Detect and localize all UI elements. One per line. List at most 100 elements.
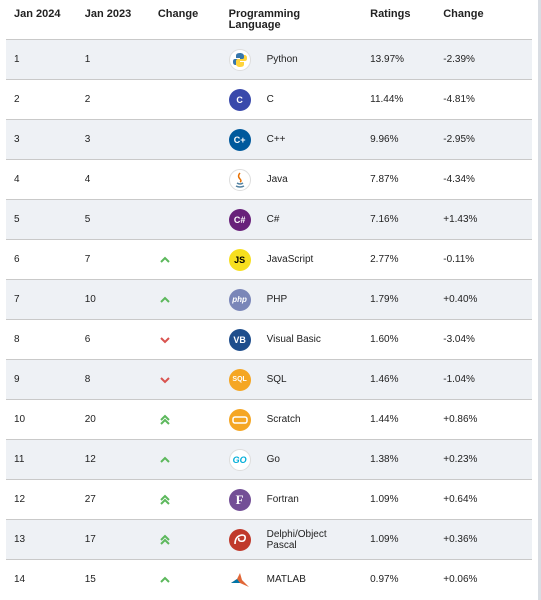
rating-change-value: -0.11% bbox=[443, 254, 475, 265]
language-cell: Python bbox=[221, 40, 363, 80]
col-header-change[interactable]: Change bbox=[149, 4, 221, 40]
javascript-logo-icon: JS bbox=[228, 248, 251, 271]
table-row: 8 6 VB Visual Basic 1.60% -3.04% bbox=[6, 319, 532, 360]
rank-jan-2024: 10 bbox=[14, 414, 26, 425]
change-indicator bbox=[150, 280, 221, 320]
language-name[interactable]: C++ bbox=[266, 134, 286, 145]
chevron-up-icon bbox=[158, 256, 213, 264]
rating-change-value: +1.43% bbox=[443, 214, 478, 225]
table-row: 6 7 JS JavaScript 2.77% -0.11% bbox=[6, 239, 532, 280]
rank-jan-2023: 15 bbox=[84, 574, 96, 586]
col-header-jan-2023[interactable]: Jan 2023 bbox=[76, 4, 150, 40]
rank-jan-2024: 8 bbox=[14, 334, 20, 345]
java-logo-icon bbox=[228, 168, 251, 191]
language-cell: C+ C++ bbox=[221, 120, 363, 160]
language-name[interactable]: MATLAB bbox=[266, 574, 306, 586]
php-logo-icon: php bbox=[228, 288, 251, 311]
rank-jan-2023: 8 bbox=[84, 374, 91, 385]
rank-jan-2024: 14 bbox=[14, 574, 26, 586]
change-indicator bbox=[150, 120, 221, 160]
scrollbar-track[interactable] bbox=[538, 0, 541, 600]
double-chevron-up-icon bbox=[158, 534, 213, 546]
table-row: 3 3 C+ C++ 9.96% -2.95% bbox=[6, 119, 532, 160]
rank-jan-2023: 10 bbox=[84, 294, 96, 305]
col-header-programming-language[interactable]: Programming Language bbox=[220, 4, 363, 40]
col-header-jan-2024[interactable]: Jan 2024 bbox=[6, 4, 77, 40]
rating-change-value: +0.86% bbox=[443, 414, 478, 425]
col-header-change-percent[interactable]: Change bbox=[435, 4, 532, 40]
go-logo-icon: GO bbox=[228, 448, 251, 471]
rating-change-value: -1.04% bbox=[443, 374, 475, 385]
language-cell: VB Visual Basic bbox=[221, 320, 363, 360]
col-header-ratings[interactable]: Ratings bbox=[362, 4, 436, 40]
language-name[interactable]: C bbox=[266, 94, 274, 105]
rank-jan-2024: 13 bbox=[14, 534, 26, 545]
rating-value: 1.09% bbox=[370, 534, 399, 545]
language-name[interactable]: Java bbox=[266, 174, 288, 185]
rating-change-value: -3.04% bbox=[443, 334, 475, 345]
rank-jan-2024: 4 bbox=[14, 174, 20, 185]
table-row: 14 15 MATLAB 0.97% +0.06% bbox=[6, 559, 532, 600]
change-indicator bbox=[150, 560, 221, 600]
language-name[interactable]: Scratch bbox=[266, 414, 301, 425]
tiobe-index-table-container: Jan 2024 Jan 2023 Change Programming Lan… bbox=[6, 4, 532, 600]
rank-jan-2023: 5 bbox=[84, 214, 91, 225]
rating-change-value: +0.06% bbox=[443, 574, 478, 586]
language-cell: SQL SQL bbox=[221, 360, 363, 400]
language-name[interactable]: Fortran bbox=[266, 494, 299, 505]
rank-jan-2023: 7 bbox=[84, 254, 91, 265]
python-logo-icon bbox=[228, 48, 251, 71]
table-row: 5 5 C# C# 7.16% +1.43% bbox=[6, 199, 532, 240]
fortran-logo-icon: F bbox=[228, 488, 251, 511]
rank-jan-2023: 17 bbox=[84, 534, 96, 545]
rating-value: 9.96% bbox=[370, 134, 399, 145]
language-cell: Scratch bbox=[221, 400, 363, 440]
csharp-logo-icon: C# bbox=[228, 208, 251, 231]
rating-value: 0.97% bbox=[370, 574, 399, 586]
double-chevron-up-icon bbox=[158, 494, 213, 506]
language-cell: Delphi/Object Pascal bbox=[221, 520, 363, 560]
table-row: 10 20 Scratch 1.44% +0.86% bbox=[6, 399, 532, 440]
rank-jan-2024: 12 bbox=[14, 494, 26, 505]
chevron-up-icon bbox=[158, 456, 213, 464]
rating-value: 1.44% bbox=[370, 414, 399, 425]
language-name[interactable]: C# bbox=[266, 214, 280, 225]
rating-change-value: -2.39% bbox=[443, 54, 475, 65]
rating-value: 1.60% bbox=[370, 334, 399, 345]
change-indicator bbox=[150, 40, 221, 80]
double-chevron-up-icon bbox=[158, 414, 213, 426]
language-cell: Java bbox=[221, 160, 363, 200]
change-indicator bbox=[150, 80, 221, 120]
language-name[interactable]: JavaScript bbox=[266, 254, 314, 265]
change-indicator bbox=[150, 400, 221, 440]
chevron-down-icon bbox=[158, 336, 213, 344]
c-logo-icon: C bbox=[228, 88, 251, 111]
tiobe-index-table: Jan 2024 Jan 2023 Change Programming Lan… bbox=[6, 4, 532, 600]
language-cell: F Fortran bbox=[221, 480, 363, 520]
rank-jan-2023: 1 bbox=[84, 54, 91, 65]
change-indicator bbox=[150, 320, 221, 360]
rank-jan-2024: 6 bbox=[14, 254, 20, 265]
table-row: 2 2 C C 11.44% -4.81% bbox=[6, 79, 532, 120]
rank-jan-2023: 12 bbox=[84, 454, 96, 465]
language-cell: JS JavaScript bbox=[221, 240, 363, 280]
change-indicator bbox=[150, 360, 221, 400]
chevron-up-icon bbox=[158, 296, 213, 304]
rating-value: 1.46% bbox=[370, 374, 399, 385]
language-cell: MATLAB bbox=[221, 560, 363, 600]
language-name[interactable]: PHP bbox=[266, 294, 288, 305]
language-name[interactable]: SQL bbox=[266, 374, 287, 385]
rating-value: 1.79% bbox=[370, 294, 399, 305]
language-name[interactable]: Go bbox=[266, 454, 280, 465]
rating-value: 1.38% bbox=[370, 454, 399, 465]
table-row: 12 27 F Fortran 1.09% +0.64% bbox=[6, 479, 532, 520]
change-indicator bbox=[150, 520, 221, 560]
table-body: 1 1 Python 13.97% -2.39% 2 2 C C 11.44% -4.81% 3 3 C+… bbox=[6, 39, 532, 600]
delphi-logo-icon bbox=[228, 528, 251, 551]
language-cell: C# C# bbox=[221, 200, 363, 240]
language-name[interactable]: Python bbox=[266, 54, 298, 65]
change-indicator bbox=[150, 480, 221, 520]
language-name[interactable]: Delphi/Object Pascal bbox=[266, 528, 327, 551]
language-name[interactable]: Visual Basic bbox=[266, 334, 321, 345]
rating-value: 11.44% bbox=[370, 94, 404, 105]
